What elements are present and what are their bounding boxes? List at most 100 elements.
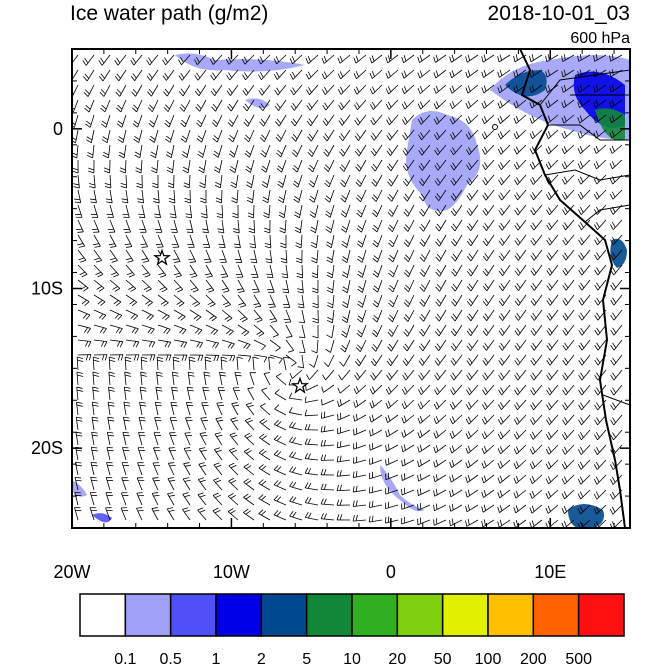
barb-flag (119, 152, 124, 155)
wind-barb (370, 385, 382, 394)
barb-flag (179, 91, 183, 96)
wind-barb (108, 220, 115, 232)
colorbar-label: 0.5 (160, 651, 182, 667)
barb-flag (500, 147, 503, 152)
barb-flag (152, 508, 158, 509)
barb-flag (468, 431, 470, 436)
barb-flag (118, 139, 123, 142)
barb-flag (434, 476, 435, 482)
barb-shaft (93, 372, 94, 385)
barb-shaft (124, 402, 126, 415)
wind-barb (547, 280, 558, 290)
wind-barb (116, 100, 126, 112)
barb-shaft (470, 340, 478, 351)
barb-flag (246, 481, 251, 484)
barb-flag (259, 510, 263, 514)
colorbar-box (261, 594, 306, 636)
barb-shaft (190, 220, 193, 233)
barb-shaft (94, 295, 105, 302)
barb-flag (203, 232, 209, 233)
wind-barb (158, 280, 167, 292)
barb-flag (325, 214, 330, 218)
barb-flag (182, 136, 187, 140)
barb-flag (403, 150, 406, 155)
barb-shaft (438, 355, 446, 365)
barb-flag (226, 330, 230, 334)
barb-flag (280, 243, 286, 245)
barb-shaft (188, 372, 190, 385)
barb-flag (263, 200, 268, 203)
barb-shaft (174, 205, 176, 218)
barb-flag (595, 255, 598, 260)
wind-barb (342, 295, 350, 308)
barb-flag (563, 315, 566, 320)
barb-flag (532, 520, 534, 526)
barb-shaft (153, 478, 158, 490)
barb-shaft (391, 175, 398, 186)
barb-flag (437, 344, 441, 349)
barb-flag (435, 361, 438, 366)
wind-barb (321, 455, 334, 461)
barb-shaft (270, 265, 273, 278)
barb-flag (597, 298, 600, 303)
barb-flag (548, 207, 551, 212)
barb-flag (120, 168, 126, 170)
barb-shaft (140, 145, 142, 158)
barb-flag (370, 104, 373, 109)
barb-flag (405, 209, 409, 213)
barb-flag (266, 259, 272, 260)
barb-shaft (503, 280, 510, 291)
barb-flag (514, 56, 515, 62)
barb-flag (517, 268, 520, 273)
barb-shaft (316, 235, 318, 248)
wind-barb (237, 357, 243, 370)
barb-shaft (517, 400, 526, 410)
wind-barb (530, 460, 542, 469)
barb-flag (223, 291, 229, 293)
barb-flag (420, 402, 423, 407)
barb-flag (245, 433, 250, 436)
wind-barb (157, 372, 163, 385)
barb-flag (387, 361, 391, 366)
wind-barb (212, 115, 222, 127)
wind-barb (418, 100, 430, 109)
barb-flag (179, 303, 184, 306)
barb-flag (500, 402, 503, 407)
barb-shaft (422, 355, 430, 366)
barb-flag (86, 315, 90, 319)
wind-barb (515, 295, 526, 306)
wind-barb (139, 220, 146, 232)
barb-flag (421, 255, 425, 259)
barb-shaft (408, 325, 414, 336)
wind-barb (214, 463, 222, 475)
barb-shaft (206, 220, 208, 233)
barb-flag (499, 331, 503, 336)
barb-flag (342, 195, 347, 199)
barb-flag (292, 452, 295, 457)
barb-flag (578, 449, 581, 454)
barb-flag (404, 86, 406, 91)
barb-flag (278, 150, 282, 154)
barb-flag (108, 402, 114, 403)
barb-flag (197, 73, 200, 78)
barb-shaft (487, 295, 494, 306)
wind-barb (244, 479, 254, 490)
wind-barb (563, 235, 574, 245)
wind-barb (213, 508, 222, 520)
barb-flag (324, 72, 327, 77)
barb-flag (548, 462, 551, 467)
barb-flag (322, 74, 325, 79)
barb-flag (145, 301, 150, 305)
wind-barb (92, 220, 99, 232)
barb-shaft (91, 477, 94, 490)
barb-flag (452, 70, 454, 76)
barb-shaft (317, 265, 318, 278)
barb-flag (205, 274, 211, 275)
barb-shaft (453, 400, 462, 409)
barb-shaft (254, 325, 264, 333)
wind-barb (340, 175, 350, 187)
barb-shaft (418, 505, 430, 510)
barb-flag (321, 440, 322, 446)
barb-flag (83, 76, 87, 81)
wind-barb (93, 235, 100, 247)
